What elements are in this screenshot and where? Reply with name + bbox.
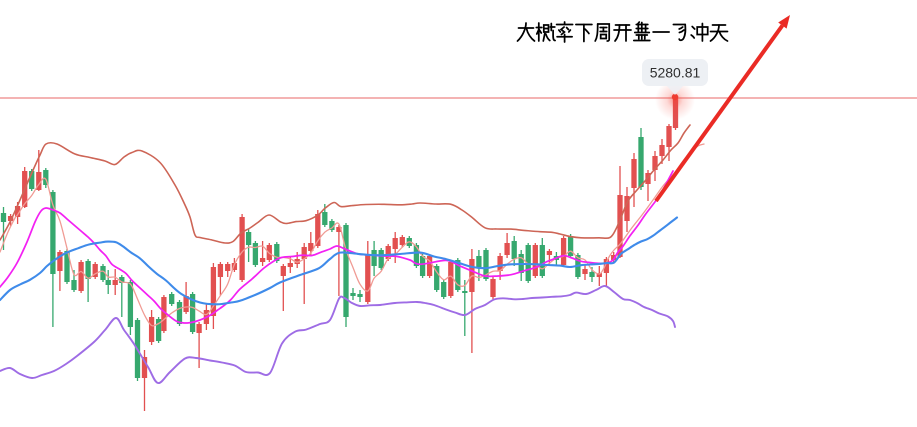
svg-text:5280.81: 5280.81 — [650, 65, 701, 81]
